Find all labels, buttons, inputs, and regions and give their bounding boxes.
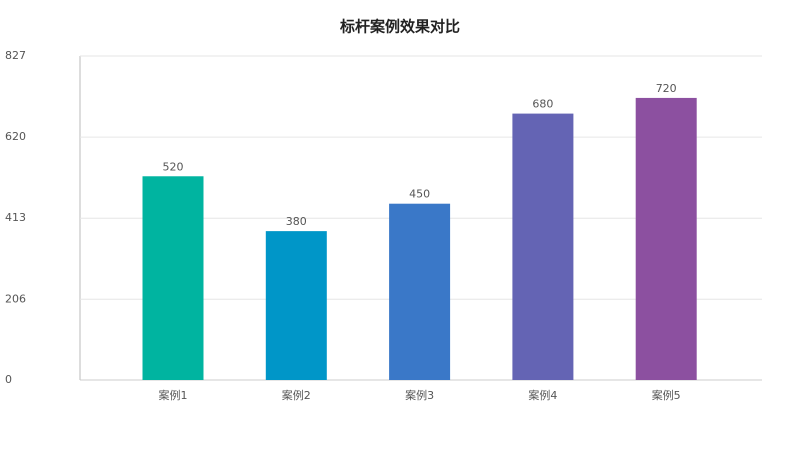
bar [265,231,327,380]
bar [389,203,451,380]
bar [635,97,697,380]
data-label: 520 [163,160,184,173]
x-tick-label: 案例5 [652,388,681,402]
y-tick-label: 206 [5,292,26,305]
bar [142,176,204,380]
y-tick-label: 413 [5,211,26,224]
y-tick-label: 620 [5,130,26,143]
bar [512,113,574,380]
x-tick-label: 案例1 [159,388,188,402]
x-tick-label: 案例4 [528,388,557,402]
data-label: 720 [656,82,677,95]
y-tick-label: 0 [5,373,12,386]
data-label: 680 [532,98,553,111]
data-label: 450 [409,188,430,201]
x-tick-label: 案例2 [282,388,311,402]
chart-title: 标杆案例效果对比 [339,18,460,36]
y-tick-label: 827 [5,49,26,62]
data-label: 380 [286,215,307,228]
x-tick-label: 案例3 [405,388,434,402]
